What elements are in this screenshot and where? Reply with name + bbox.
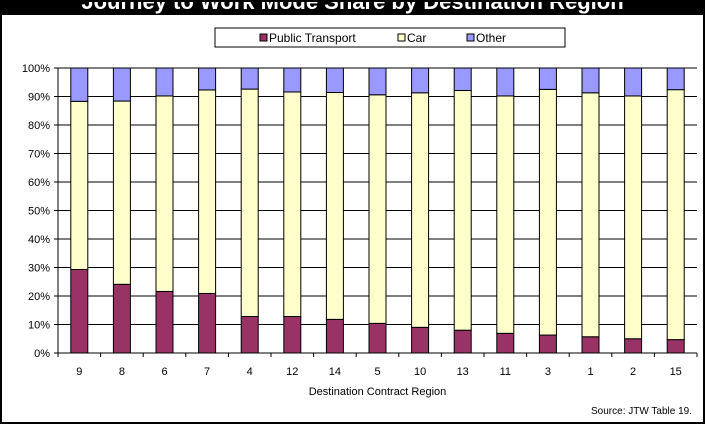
x-tick-label: 8: [119, 366, 125, 378]
bar-segment-car: [283, 91, 302, 318]
x-axis-title: Destination Contract Region: [309, 386, 447, 398]
bar-segment-other: [496, 67, 515, 97]
legend-label: Public Transport: [269, 31, 356, 45]
bar-segment-other: [198, 67, 217, 91]
bar-segment-car: [411, 92, 430, 328]
bar-segment-other: [624, 67, 643, 97]
x-tick-label: 3: [545, 366, 551, 378]
legend-box: [214, 27, 566, 48]
bar-segment-public-transport: [453, 329, 472, 354]
bar-segment-car: [496, 95, 515, 334]
source-note: Source: JTW Table 19.: [591, 406, 692, 417]
bar-segment-public-transport: [283, 316, 302, 354]
bar-segment-other: [411, 67, 430, 94]
x-tick-label: 5: [374, 366, 380, 378]
bar-segment-public-transport: [155, 290, 174, 354]
bar-segment-other: [112, 67, 131, 102]
bar-segment-public-transport: [198, 292, 217, 354]
x-tick-label: 4: [247, 366, 253, 378]
bar-segment-public-transport: [581, 336, 600, 354]
bar-segment-public-transport: [112, 283, 131, 354]
bar-segment-car: [624, 95, 643, 340]
bar-segment-other: [538, 67, 557, 90]
y-tick-label: 100%: [22, 63, 50, 75]
y-tick-label: 30%: [28, 263, 50, 275]
legend-swatch: [259, 33, 268, 42]
y-tick-label: 50%: [28, 206, 50, 218]
bar-segment-other: [70, 67, 89, 102]
bar-segment-other: [283, 67, 302, 93]
bar-segment-car: [155, 95, 174, 292]
y-tick-label: 70%: [28, 149, 50, 161]
axes: [57, 68, 697, 354]
bars: [70, 67, 685, 354]
bar-segment-public-transport: [624, 338, 643, 354]
x-tick-label: 15: [670, 366, 682, 378]
bar-segment-public-transport: [240, 316, 259, 354]
bar-segment-public-transport: [496, 332, 515, 354]
bar-segment-public-transport: [368, 322, 387, 354]
bar-segment-other: [325, 67, 344, 94]
bar-segment-public-transport: [666, 339, 685, 354]
x-tick-label: 11: [500, 366, 511, 378]
bar-segment-car: [581, 92, 600, 338]
x-tick-label: 2: [630, 366, 636, 378]
y-tick-label: 60%: [28, 177, 50, 189]
chart-title: Journey to Work Mode Share by Destinatio…: [2, 2, 703, 14]
x-tick-label: 6: [161, 366, 167, 378]
title-bar: Journey to Work Mode Share by Destinatio…: [2, 2, 703, 15]
y-tick-label: 10%: [28, 320, 50, 332]
x-tick-label: 12: [286, 366, 298, 378]
x-tick-label: 7: [204, 366, 210, 378]
y-tick-label: 0%: [34, 348, 50, 360]
bar-segment-other: [581, 67, 600, 94]
bar-segment-car: [325, 92, 344, 320]
legend-label: Other: [476, 31, 506, 45]
bar-segment-public-transport: [325, 318, 344, 354]
x-tick-label: 1: [587, 366, 593, 378]
bar-segment-public-transport: [538, 334, 557, 354]
y-tick-label: 20%: [28, 291, 50, 303]
y-tick-labels: 0% 10% 20% 30% 40% 50% 60% 70% 80% 90% 100%: [22, 63, 50, 360]
bar-segment-car: [240, 88, 259, 318]
bar-segment-car: [198, 89, 217, 294]
y-tick-label: 80%: [28, 120, 50, 132]
bar-segment-car: [538, 88, 557, 336]
bar-segment-car: [453, 90, 472, 331]
x-tick-label: 9: [76, 366, 82, 378]
bar-segment-other: [368, 67, 387, 96]
bar-segment-car: [666, 89, 685, 341]
legend-swatch: [466, 33, 475, 42]
bar-segment-public-transport: [411, 326, 430, 354]
bar-segment-car: [112, 100, 131, 285]
bar-segment-other: [666, 67, 685, 91]
bar-segment-car: [368, 94, 387, 324]
x-tick-label: 10: [414, 366, 426, 378]
x-tick-label: 14: [329, 366, 341, 378]
x-tick-labels: 9 8 6 7 4 12 14 5 10 13 11 3 1 2 15: [76, 366, 682, 378]
bar-segment-other: [240, 67, 259, 90]
bar-segment-car: [70, 100, 89, 270]
legend-label: Car: [407, 31, 426, 45]
bar-segment-public-transport: [70, 268, 89, 354]
bar-segment-other: [155, 67, 174, 97]
bar-segment-other: [453, 67, 472, 92]
legend-swatch: [397, 33, 406, 42]
y-tick-label: 90%: [28, 92, 50, 104]
legend: Public Transport Car Other: [214, 27, 566, 48]
x-tick-label: 13: [457, 366, 469, 378]
y-tick-label: 40%: [28, 234, 50, 246]
